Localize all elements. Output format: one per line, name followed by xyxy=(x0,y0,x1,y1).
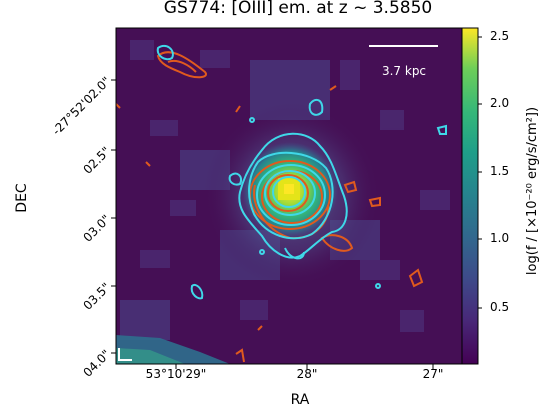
x-tick-label: 53°10'29" xyxy=(145,367,207,381)
colorbar-tick-label: 0.5 xyxy=(490,300,510,314)
x-tick-label: 28" xyxy=(296,367,318,381)
cyan-contours xyxy=(156,44,447,300)
colorbar-tick-label: 1.0 xyxy=(490,231,510,245)
colorbar xyxy=(461,27,479,365)
x-tick-label: 27" xyxy=(422,367,444,381)
scale-bar-label: 3.7 kpc xyxy=(381,64,427,78)
figure-title: GS774: [OIII] em. at z ~ 3.5850 xyxy=(163,0,433,18)
colorbar-tick-label: 2.0 xyxy=(490,96,510,110)
image-panel xyxy=(116,28,478,364)
colorbar-ticks xyxy=(478,36,482,309)
colorbar-label: log(f / [×10⁻²⁰ erg/s/cm²]) xyxy=(525,106,540,276)
beam-marker xyxy=(118,348,132,361)
axis-ticks xyxy=(111,79,434,369)
colorbar-tick-label: 2.5 xyxy=(490,29,510,43)
colorbar-tick-label: 1.5 xyxy=(490,164,510,178)
x-axis-label: RA xyxy=(290,392,310,408)
